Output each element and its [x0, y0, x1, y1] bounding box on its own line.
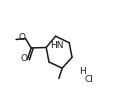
Text: O: O — [20, 54, 27, 63]
Text: O: O — [18, 33, 25, 42]
Text: Cl: Cl — [84, 75, 92, 84]
Text: H: H — [78, 67, 85, 76]
Text: HN: HN — [50, 41, 63, 50]
